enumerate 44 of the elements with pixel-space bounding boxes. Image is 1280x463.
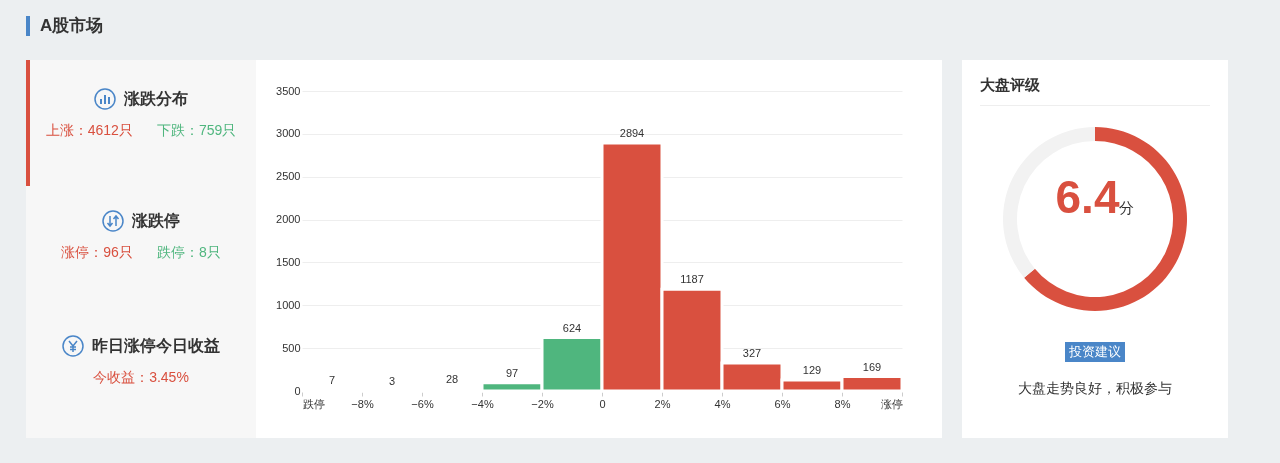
text: 涨跌停 [132,210,180,231]
data-label: 327 [742,346,762,359]
data-label: 28 [445,372,459,385]
x-tick-label: 8% [834,397,851,410]
data-label: 2894 [619,126,645,139]
text: 大盘走势良好，积极参与 [1017,380,1173,398]
data-label: 129 [802,363,822,376]
data-label: 3 [388,374,396,387]
y-tick-label: 0 [294,384,301,397]
x-tick-label: −4% [471,397,494,410]
x-tick-label: −8% [351,397,374,410]
donut-slice [1024,127,1187,311]
y-tick-label: 1500 [276,255,301,268]
x-tick-label: −2% [531,397,554,410]
x-tick-label: 4% [714,397,731,410]
text: 涨停：96只 [61,244,133,260]
data-label: 97 [505,366,519,379]
y-tick-label: 3000 [276,127,301,140]
text: 涨跌分布 [124,88,188,109]
data-label: 1187 [680,273,704,286]
text: 分 [1119,199,1135,216]
text: 投资建议 [1065,342,1125,362]
y-tick-label: 1000 [276,298,301,311]
text: 跌停：8只 [156,244,221,260]
x-tick-label: 0 [599,397,606,410]
text: 上涨：4612只 [45,122,133,138]
text: 今收益：3.45% [93,369,189,385]
x-tick-label: −6% [411,397,434,410]
text: 6.4 [1055,171,1120,223]
x-tick-label: 跌停 [302,397,325,410]
y-tick-label: 3500 [276,84,301,97]
x-tick-label: 涨停 [880,397,903,410]
y-tick-label: 500 [282,341,301,354]
data-label: 169 [862,360,882,373]
data-label: 7 [328,374,336,387]
y-tick-label: 2000 [276,213,301,226]
chart-title: 大盘评级 [980,76,1210,106]
x-tick-label: 6% [774,397,791,410]
text: 下跌：759只 [156,122,237,138]
x-tick-label: 2% [654,397,671,410]
data-label: 624 [562,321,582,334]
text: 昨日涨停今日收益 [92,335,220,356]
text: A股市场 [26,16,104,36]
y-tick-label: 2500 [276,170,301,183]
